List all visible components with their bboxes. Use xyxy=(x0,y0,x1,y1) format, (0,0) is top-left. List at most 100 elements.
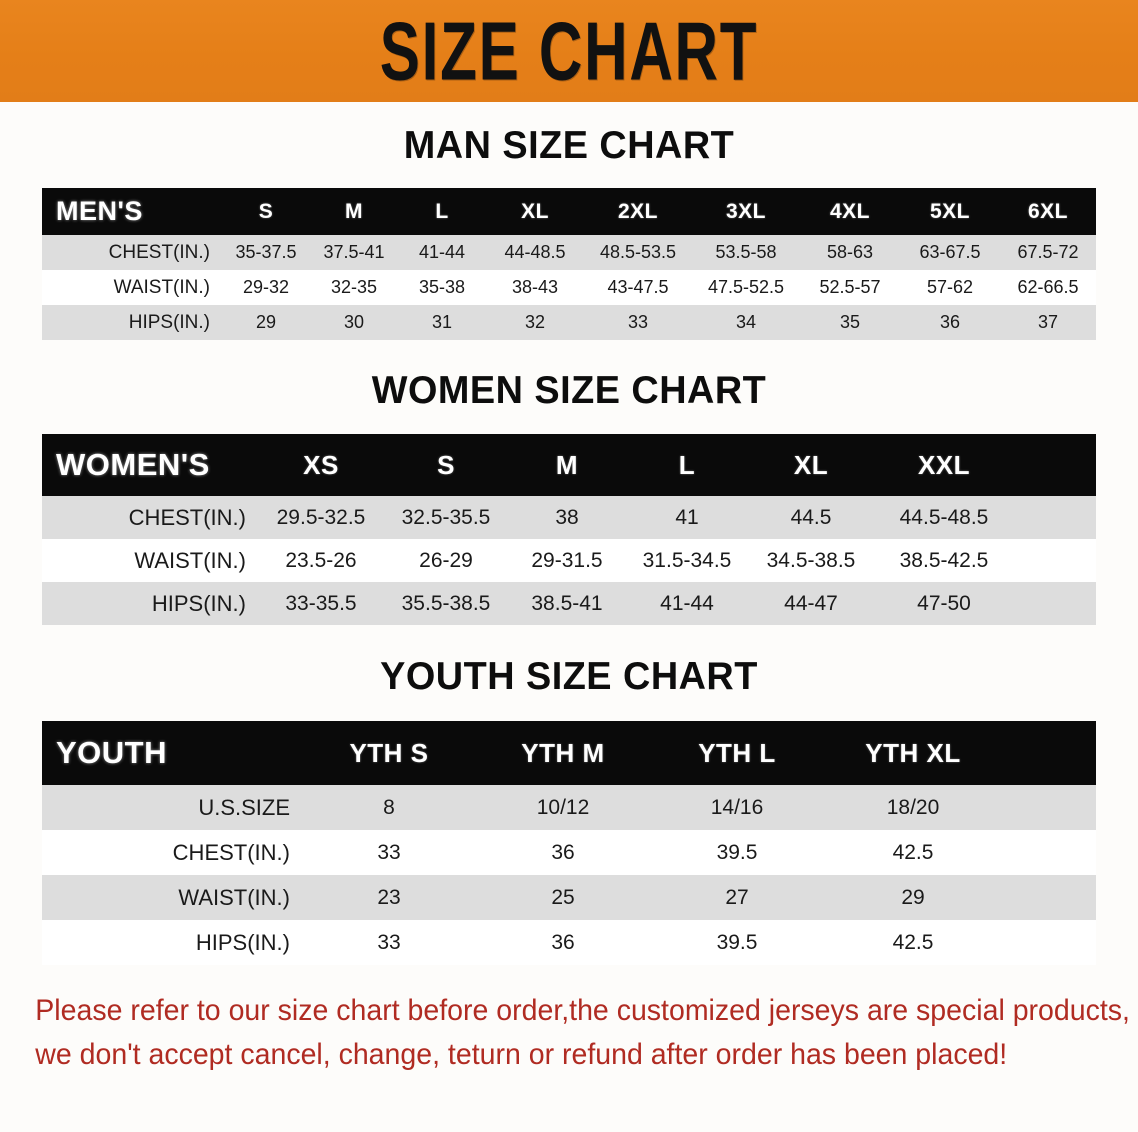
youth-row-label: HIPS(IN.) xyxy=(42,920,302,965)
man-measurement-cell: 35-37.5 xyxy=(222,235,310,270)
youth-row-label: CHEST(IN.) xyxy=(42,830,302,875)
women-row-label: HIPS(IN.) xyxy=(42,582,258,625)
youth-measurement-cell: 42.5 xyxy=(824,920,1002,965)
youth-measurement-cell: 42.5 xyxy=(824,830,1002,875)
man-size-header: 3XL xyxy=(692,188,800,235)
man-measurement-cell: 37 xyxy=(1000,305,1096,340)
man-size-table: MEN'S S M L XL 2XL 3XL 4XL 5XL 6XL CHEST(IN.) 35-37… xyxy=(42,188,1096,340)
man-measurement-cell: 47.5-52.5 xyxy=(692,270,800,305)
women-header-label: WOMEN'S xyxy=(42,434,258,496)
man-measurement-cell: 32 xyxy=(486,305,584,340)
man-measurement-cell: 37.5-41 xyxy=(310,235,398,270)
women-row-label: WAIST(IN.) xyxy=(42,539,258,582)
man-size-header: 2XL xyxy=(584,188,692,235)
man-header-row: MEN'S S M L XL 2XL 3XL 4XL 5XL 6XL xyxy=(42,188,1096,235)
women-measurement-cell: 44.5-48.5 xyxy=(874,496,1014,539)
table-row: CHEST(IN.) 35-37.5 37.5-41 41-44 44-48.5 48.5… xyxy=(42,235,1096,270)
table-row: WAIST(IN.) 29-32 32-35 35-38 38-43 43-47.5 47.… xyxy=(42,270,1096,305)
man-measurement-cell: 43-47.5 xyxy=(584,270,692,305)
women-measurement-cell: 44-47 xyxy=(748,582,874,625)
youth-measurement-cell: 29 xyxy=(824,875,1002,920)
man-size-header: 5XL xyxy=(900,188,1000,235)
man-size-header: 4XL xyxy=(800,188,900,235)
youth-cell-spacer xyxy=(1002,830,1096,875)
disclaimer-line-1: Please refer to our size chart before or… xyxy=(35,994,1130,1027)
man-measurement-cell: 67.5-72 xyxy=(1000,235,1096,270)
man-measurement-cell: 34 xyxy=(692,305,800,340)
women-measurement-cell: 38 xyxy=(508,496,626,539)
youth-measurement-cell: 39.5 xyxy=(650,920,824,965)
youth-header-spacer xyxy=(1002,721,1096,785)
youth-size-header: YTH M xyxy=(476,721,650,785)
women-size-header: L xyxy=(626,434,748,496)
women-size-header: XXL xyxy=(874,434,1014,496)
women-cell-spacer xyxy=(1014,582,1096,625)
table-row: HIPS(IN.) 29 30 31 32 33 34 35 36 37 xyxy=(42,305,1096,340)
man-measurement-cell: 44-48.5 xyxy=(486,235,584,270)
women-measurement-cell: 34.5-38.5 xyxy=(748,539,874,582)
disclaimer-line-2: we don't accept cancel, change, teturn o… xyxy=(35,1038,1008,1071)
youth-table-body: YOUTH YTH S YTH M YTH L YTH XL U.S.SIZE 8 10/12… xyxy=(42,721,1096,965)
man-table-body: MEN'S S M L XL 2XL 3XL 4XL 5XL 6XL CHEST(IN.) 35-37… xyxy=(42,188,1096,340)
man-row-label: CHEST(IN.) xyxy=(42,235,222,270)
women-measurement-cell: 23.5-26 xyxy=(258,539,384,582)
table-row: CHEST(IN.) 29.5-32.5 32.5-35.5 38 41 44.5 44.5… xyxy=(42,496,1096,539)
youth-measurement-cell: 33 xyxy=(302,830,476,875)
women-measurement-cell: 38.5-41 xyxy=(508,582,626,625)
disclaimer-note: Please refer to our size chart before or… xyxy=(22,989,1130,1077)
page-banner: SIZE CHART xyxy=(0,0,1138,102)
women-measurement-cell: 33-35.5 xyxy=(258,582,384,625)
women-size-table: WOMEN'S XS S M L XL XXL CHEST(IN.) 29.5-32.5 32.5… xyxy=(42,434,1096,625)
youth-cell-spacer xyxy=(1002,785,1096,830)
man-size-header: 6XL xyxy=(1000,188,1096,235)
man-row-label: HIPS(IN.) xyxy=(42,305,222,340)
youth-size-header: YTH S xyxy=(302,721,476,785)
man-measurement-cell: 38-43 xyxy=(486,270,584,305)
man-measurement-cell: 31 xyxy=(398,305,486,340)
women-measurement-cell: 26-29 xyxy=(384,539,508,582)
man-measurement-cell: 33 xyxy=(584,305,692,340)
women-section-title: WOMEN SIZE CHART xyxy=(371,369,767,412)
women-header-row: WOMEN'S XS S M L XL XXL xyxy=(42,434,1096,496)
youth-section-title: YOUTH SIZE CHART xyxy=(380,655,758,698)
youth-size-header: YTH XL xyxy=(824,721,1002,785)
women-measurement-cell: 29-31.5 xyxy=(508,539,626,582)
youth-size-header: YTH L xyxy=(650,721,824,785)
man-measurement-cell: 62-66.5 xyxy=(1000,270,1096,305)
man-measurement-cell: 41-44 xyxy=(398,235,486,270)
women-measurement-cell: 47-50 xyxy=(874,582,1014,625)
youth-cell-spacer xyxy=(1002,920,1096,965)
table-row: WAIST(IN.) 23.5-26 26-29 29-31.5 31.5-34.5 34… xyxy=(42,539,1096,582)
table-row: CHEST(IN.) 33 36 39.5 42.5 xyxy=(42,830,1096,875)
man-measurement-cell: 30 xyxy=(310,305,398,340)
youth-measurement-cell: 8 xyxy=(302,785,476,830)
women-measurement-cell: 44.5 xyxy=(748,496,874,539)
man-measurement-cell: 58-63 xyxy=(800,235,900,270)
youth-measurement-cell: 33 xyxy=(302,920,476,965)
man-measurement-cell: 29-32 xyxy=(222,270,310,305)
man-size-header: S xyxy=(222,188,310,235)
women-size-header: XL xyxy=(748,434,874,496)
youth-measurement-cell: 39.5 xyxy=(650,830,824,875)
man-measurement-cell: 48.5-53.5 xyxy=(584,235,692,270)
women-measurement-cell: 31.5-34.5 xyxy=(626,539,748,582)
man-measurement-cell: 57-62 xyxy=(900,270,1000,305)
women-measurement-cell: 41-44 xyxy=(626,582,748,625)
youth-measurement-cell: 10/12 xyxy=(476,785,650,830)
women-size-header: M xyxy=(508,434,626,496)
women-size-header: XS xyxy=(258,434,384,496)
youth-header-label: YOUTH xyxy=(42,721,302,785)
man-measurement-cell: 35-38 xyxy=(398,270,486,305)
page-title: SIZE CHART xyxy=(379,4,759,98)
youth-measurement-cell: 25 xyxy=(476,875,650,920)
table-row: WAIST(IN.) 23 25 27 29 xyxy=(42,875,1096,920)
youth-measurement-cell: 27 xyxy=(650,875,824,920)
youth-measurement-cell: 23 xyxy=(302,875,476,920)
women-measurement-cell: 38.5-42.5 xyxy=(874,539,1014,582)
women-measurement-cell: 35.5-38.5 xyxy=(384,582,508,625)
man-measurement-cell: 35 xyxy=(800,305,900,340)
youth-row-label: WAIST(IN.) xyxy=(42,875,302,920)
man-measurement-cell: 29 xyxy=(222,305,310,340)
man-row-label: WAIST(IN.) xyxy=(42,270,222,305)
man-measurement-cell: 52.5-57 xyxy=(800,270,900,305)
